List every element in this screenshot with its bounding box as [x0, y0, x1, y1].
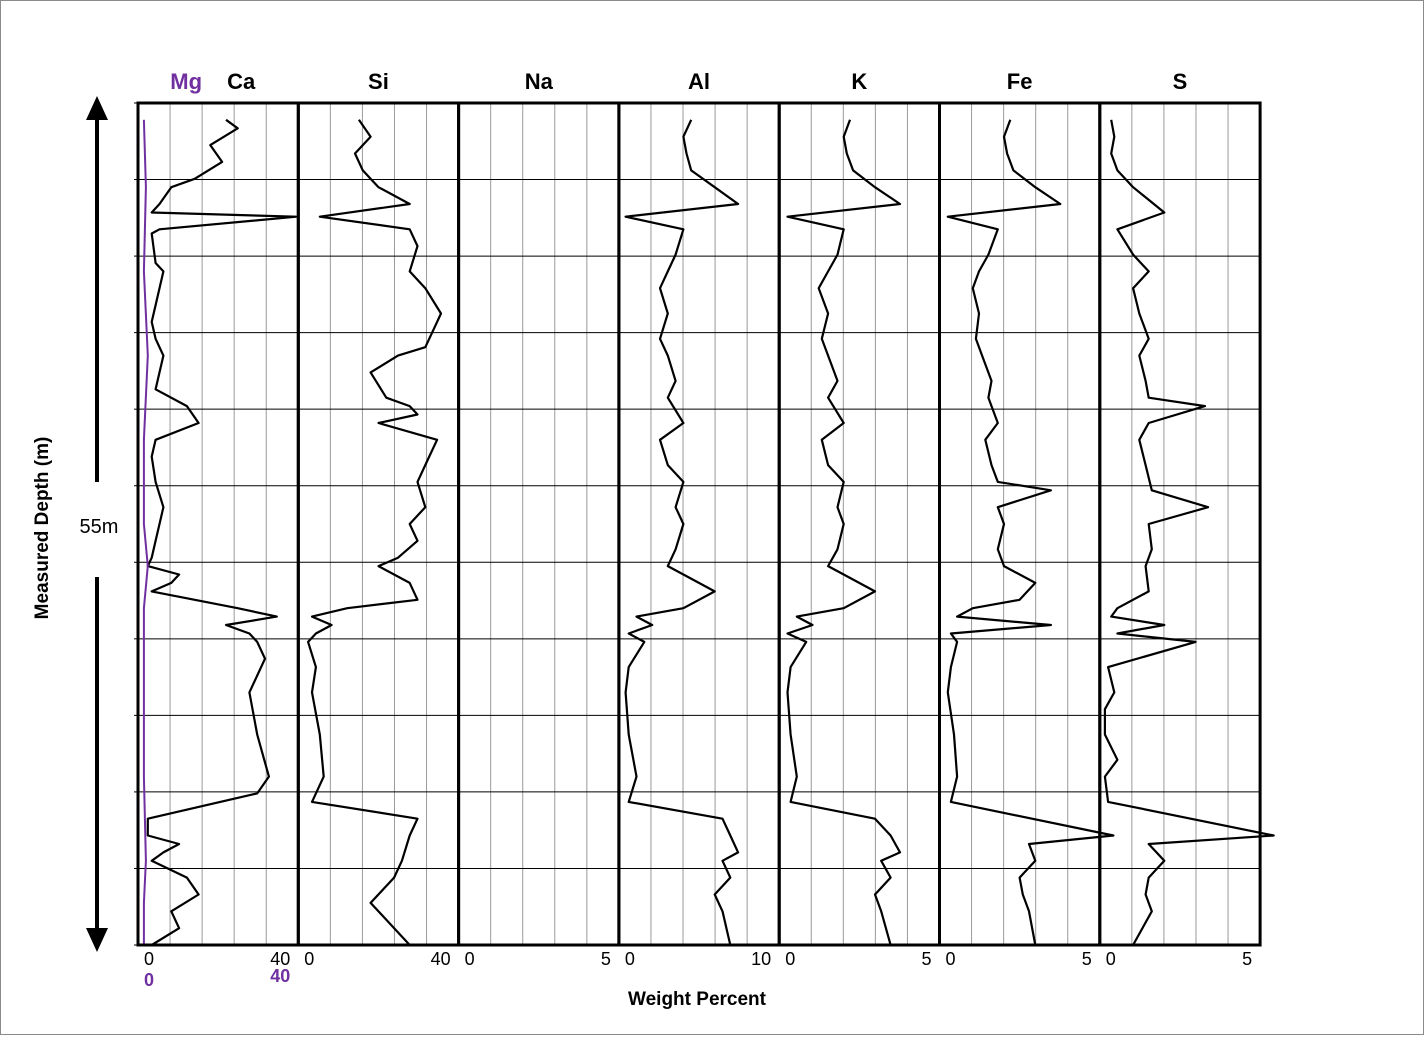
- series-line-mg: [142, 119, 149, 945]
- track-s-border: [1098, 101, 1262, 947]
- x-tick-label-right: 40: [270, 949, 290, 969]
- x-axis-label: Weight Percent: [628, 989, 767, 1010]
- x-tick-label-left: 0: [785, 949, 795, 969]
- x-tick-label-right: 5: [1242, 949, 1252, 969]
- y-axis-label: Measured Depth (m): [32, 437, 53, 620]
- track-title: Si: [368, 69, 389, 94]
- track-ca: Mg Ca 0 40 0 40: [134, 69, 300, 990]
- x-tick-label-left: 0: [946, 949, 956, 969]
- depth-annotation: 55m: [80, 516, 119, 538]
- x-tick-label-right: 10: [751, 949, 771, 969]
- track-title: Ca: [227, 69, 256, 94]
- track-title: Al: [688, 69, 710, 94]
- series-line-ca: [146, 118, 298, 946]
- series-line-si: [307, 119, 443, 946]
- x-tick-label-left: 0: [144, 949, 154, 969]
- track-s: S 0 5: [1098, 69, 1275, 969]
- overlay-tick-label-right: 40: [270, 966, 290, 986]
- track-title: Fe: [1007, 69, 1033, 94]
- track-k: K 0 5: [777, 69, 942, 969]
- x-tick-label-left: 0: [465, 949, 475, 969]
- x-tick-label-right: 5: [1082, 949, 1092, 969]
- track-title: K: [851, 69, 867, 94]
- track-title: Na: [525, 69, 554, 94]
- x-tick-label-left: 0: [1106, 949, 1116, 969]
- track-title: S: [1173, 69, 1188, 94]
- x-tick-label-left: 0: [304, 949, 314, 969]
- x-tick-label-right: 40: [431, 949, 451, 969]
- track-fe: Fe0 5: [938, 69, 1115, 969]
- series-line-al: [624, 119, 740, 946]
- series-line-fe: [946, 119, 1115, 946]
- overlay-tick-label-left: 0: [144, 970, 154, 990]
- x-tick-label-right: 5: [601, 949, 611, 969]
- x-tick-label-left: 0: [625, 949, 635, 969]
- x-tick-label-right: 5: [921, 949, 931, 969]
- series-line-k: [786, 119, 902, 946]
- series-line-s: [1103, 119, 1275, 946]
- depth-arrow: [86, 96, 108, 952]
- track-overlay-title: Mg: [170, 69, 202, 94]
